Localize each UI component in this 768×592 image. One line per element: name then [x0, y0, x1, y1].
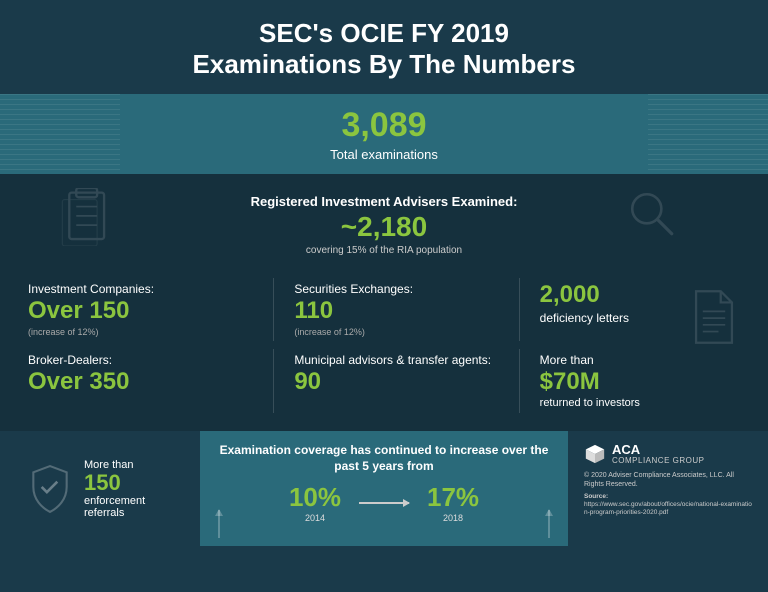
source: Source: https://www.sec.gov/about/office…	[584, 493, 752, 516]
footer-row: More than 150 enforcement referrals Exam…	[0, 431, 768, 546]
stat-label: More than	[540, 353, 740, 367]
coverage-numbers: 10% 2014 17% 2018	[216, 482, 552, 523]
stat-value: $70M	[540, 369, 740, 395]
stat-label: Investment Companies:	[28, 282, 249, 296]
stat-label: Securities Exchanges:	[294, 282, 494, 296]
enforce-value: 150	[84, 471, 188, 495]
enforce-pre: More than	[84, 459, 188, 471]
stat-investment-companies: Investment Companies: Over 150 (increase…	[28, 278, 249, 340]
stat-label: Municipal advisors & transfer agents:	[294, 353, 494, 367]
arrow-right-icon	[359, 502, 409, 504]
ria-sub: covering 15% of the RIA population	[28, 245, 740, 256]
document-icon	[690, 289, 738, 345]
stat-value: 110	[294, 298, 494, 324]
coverage-to-pct: 17%	[427, 482, 479, 513]
stat-returned-investors: More than $70M returned to investors	[519, 349, 740, 413]
source-label: Source:	[584, 493, 608, 500]
title: SEC's OCIE FY 2019 Examinations By The N…	[0, 18, 768, 80]
stats-grid: Investment Companies: Over 150 (increase…	[28, 278, 740, 413]
enforce-post: enforcement referrals	[84, 495, 188, 519]
total-examinations-band: 3,089 Total examinations	[0, 94, 768, 174]
stat-value: Over 150	[28, 298, 249, 324]
copyright: © 2020 Adviser Compliance Associates, LL…	[584, 471, 752, 489]
infographic: SEC's OCIE FY 2019 Examinations By The N…	[0, 0, 768, 592]
coverage-from-year: 2014	[289, 513, 341, 523]
coverage-from-pct: 10%	[289, 482, 341, 513]
stat-securities-exchanges: Securities Exchanges: 110 (increase of 1…	[273, 278, 494, 340]
total-label: Total examinations	[0, 147, 768, 162]
stat-sub: (increase of 12%)	[28, 327, 249, 337]
coverage-from: 10% 2014	[289, 482, 341, 523]
cube-icon	[584, 443, 606, 465]
total-number: 3,089	[0, 106, 768, 145]
magnify-icon	[626, 188, 678, 240]
brand-block: ACA COMPLIANCE GROUP © 2020 Adviser Comp…	[568, 431, 768, 546]
arrow-up-icon	[218, 510, 220, 538]
brand-logo: ACA COMPLIANCE GROUP	[584, 443, 752, 465]
coverage-title: Examination coverage has continued to in…	[216, 443, 552, 474]
title-line2: Examinations By The Numbers	[193, 49, 576, 79]
stat-label: Broker-Dealers:	[28, 353, 249, 367]
enforcement-text: More than 150 enforcement referrals	[84, 459, 188, 519]
source-url: https://www.sec.gov/about/offices/ocie/n…	[584, 501, 752, 516]
shield-icon	[28, 464, 72, 514]
stat-value: 90	[294, 369, 494, 395]
coverage-block: Examination coverage has continued to in…	[200, 431, 568, 546]
brand-sub: COMPLIANCE GROUP	[612, 456, 704, 465]
arrow-up-icon	[548, 510, 550, 538]
stat-broker-dealers: Broker-Dealers: Over 350	[28, 349, 249, 413]
checklist-icon	[60, 188, 118, 246]
stat-municipal-advisors: Municipal advisors & transfer agents: 90	[273, 349, 494, 413]
stat-sub: (increase of 12%)	[294, 327, 494, 337]
stats-section: Registered Investment Advisers Examined:…	[0, 174, 768, 431]
coverage-to: 17% 2018	[427, 482, 479, 523]
title-line1: SEC's OCIE FY 2019	[259, 18, 509, 48]
stat-sub: returned to investors	[540, 397, 740, 409]
stat-value: Over 350	[28, 369, 249, 395]
brand-name: ACA	[612, 443, 704, 456]
header: SEC's OCIE FY 2019 Examinations By The N…	[0, 0, 768, 94]
enforcement-block: More than 150 enforcement referrals	[0, 431, 200, 546]
coverage-to-year: 2018	[427, 513, 479, 523]
